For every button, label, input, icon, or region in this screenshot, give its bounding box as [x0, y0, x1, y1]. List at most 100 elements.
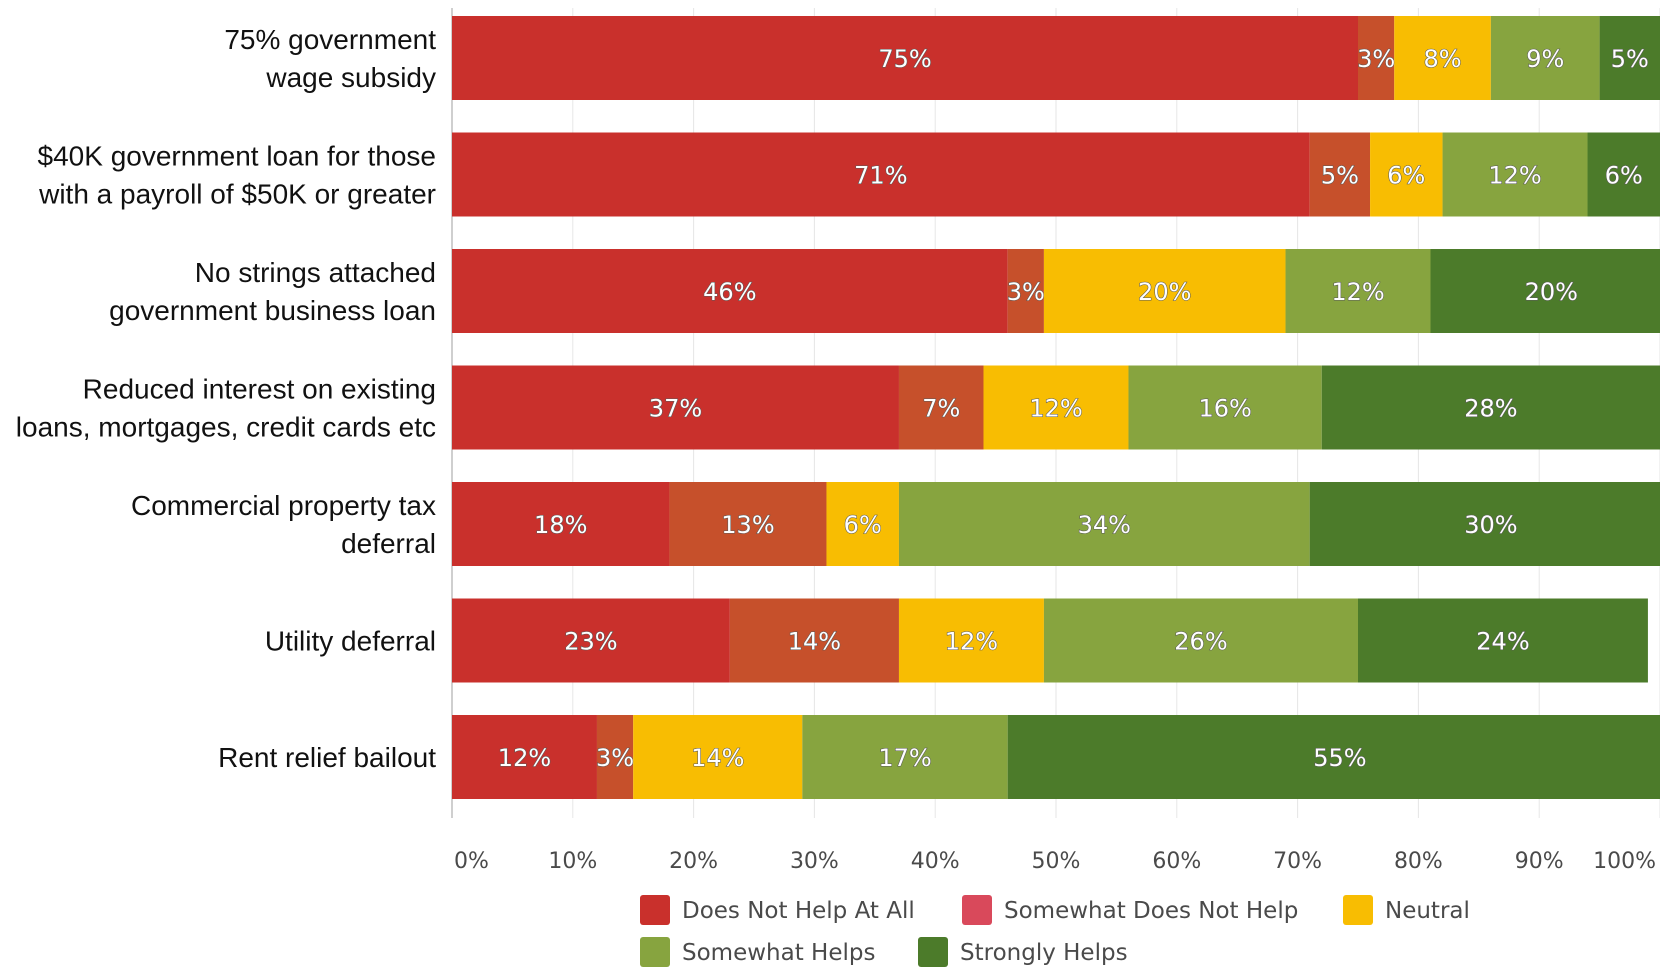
bar-segment: [1128, 365, 1322, 450]
bar-segment: [1370, 132, 1443, 217]
data-label: 3%: [1357, 45, 1395, 73]
data-label: 12%: [498, 744, 551, 772]
bar-segment: [1394, 16, 1491, 100]
category-label: $40K government loan for those: [38, 141, 436, 172]
data-label: 16%: [1198, 395, 1251, 423]
data-label: 28%: [1464, 395, 1517, 423]
bar-segment: [452, 715, 597, 799]
legend-label: Somewhat Does Not Help: [1004, 898, 1298, 924]
legend: Does Not Help At All Somewhat Does Not He…: [640, 895, 1470, 967]
bar-segment: [1430, 249, 1660, 333]
data-label: 3%: [1007, 278, 1045, 306]
bar-segment: [1285, 249, 1431, 333]
data-label: 12%: [1331, 278, 1384, 306]
data-label: 6%: [844, 511, 882, 539]
bar-segment: [596, 715, 634, 799]
data-label: 6%: [1387, 162, 1425, 190]
bar-segment: [826, 482, 899, 566]
data-label: 5%: [1611, 45, 1649, 73]
bar-segment: [452, 16, 1358, 100]
bar-segment: [898, 365, 984, 450]
x-tick-label: 30%: [790, 849, 839, 874]
data-label: 13%: [721, 511, 774, 539]
bar-segment: [1358, 598, 1648, 683]
category-label: 75% government: [224, 24, 436, 55]
bar-segment: [1043, 598, 1358, 683]
data-label: 8%: [1424, 45, 1462, 73]
category-label: loans, mortgages, credit cards etc: [16, 412, 436, 443]
data-label: 9%: [1526, 45, 1564, 73]
bar-segment: [1587, 132, 1660, 217]
legend-swatch: [918, 937, 948, 967]
bar-segment: [1007, 249, 1044, 333]
data-label: 7%: [922, 395, 960, 423]
x-axis-tick-labels: 0% 10% 20% 30% 40% 50% 60% 70% 80% 90% 100%: [454, 849, 1656, 874]
bar-segment: [1358, 16, 1395, 100]
data-label: 12%: [1488, 162, 1541, 190]
data-label: 34%: [1078, 511, 1131, 539]
bar-segment: [452, 365, 899, 450]
category-label: No strings attached: [195, 257, 436, 288]
x-tick-label: 0%: [454, 849, 489, 874]
data-label: 71%: [854, 162, 907, 190]
x-tick-label: 60%: [1152, 849, 1201, 874]
x-tick-label: 80%: [1394, 849, 1443, 874]
legend-item: Somewhat Helps: [640, 937, 875, 967]
category-label: deferral: [341, 528, 436, 559]
data-label: 37%: [649, 395, 702, 423]
x-tick-label: 20%: [669, 849, 718, 874]
category-label: Rent relief bailout: [218, 742, 436, 773]
legend-swatch: [640, 937, 670, 967]
bar-segment: [729, 598, 899, 683]
data-label: 20%: [1138, 278, 1191, 306]
legend-label: Somewhat Helps: [682, 940, 875, 966]
data-label: 17%: [878, 744, 931, 772]
category-label: Commercial property tax: [131, 490, 436, 521]
bar-segment: [1442, 132, 1588, 217]
data-label: 5%: [1321, 162, 1359, 190]
bar-segment: [802, 715, 1008, 799]
data-label: 24%: [1476, 628, 1529, 656]
legend-item: Does Not Help At All: [640, 895, 915, 925]
bar-segment: [633, 715, 803, 799]
category-label: government business loan: [109, 295, 436, 326]
x-tick-label: 100%: [1593, 849, 1656, 874]
bar-segment: [1309, 482, 1660, 566]
category-label: with a payroll of $50K or greater: [38, 179, 436, 210]
legend-label: Neutral: [1385, 898, 1470, 924]
data-label: 23%: [564, 628, 617, 656]
legend-swatch: [962, 895, 992, 925]
bar-segment: [1599, 16, 1660, 100]
bars: 75% 3% 8% 9% 5% 71% 5% 6% 12% 6% 46% 3% 20% 12% 20% 37%…: [452, 16, 1660, 799]
x-tick-label: 40%: [911, 849, 960, 874]
bar-segment: [1490, 16, 1600, 100]
data-label: 46%: [703, 278, 756, 306]
legend-swatch: [1343, 895, 1373, 925]
legend-swatch: [640, 895, 670, 925]
bar-segment: [898, 598, 1044, 683]
bar-segment: [669, 482, 827, 566]
data-label: 26%: [1174, 628, 1227, 656]
data-label: 6%: [1605, 162, 1643, 190]
x-tick-label: 90%: [1515, 849, 1564, 874]
data-label: 12%: [1029, 395, 1082, 423]
data-label: 55%: [1313, 744, 1366, 772]
data-label: 30%: [1464, 511, 1517, 539]
legend-label: Strongly Helps: [960, 940, 1128, 966]
data-label: 14%: [691, 744, 744, 772]
category-label: Reduced interest on existing: [83, 374, 436, 405]
data-label: 20%: [1525, 278, 1578, 306]
legend-item: Strongly Helps: [918, 937, 1128, 967]
legend-label: Does Not Help At All: [682, 898, 915, 924]
data-label: 12%: [945, 628, 998, 656]
bar-segment: [1043, 249, 1286, 333]
category-label: Utility deferral: [265, 626, 436, 657]
data-label: 75%: [878, 45, 931, 73]
data-label: 18%: [534, 511, 587, 539]
bar-segment: [452, 598, 730, 683]
category-labels: 75% government wage subsidy $40K governmen…: [16, 24, 436, 773]
legend-item: Somewhat Does Not Help: [962, 895, 1298, 925]
data-label: 3%: [596, 744, 634, 772]
category-label: wage subsidy: [265, 62, 436, 93]
